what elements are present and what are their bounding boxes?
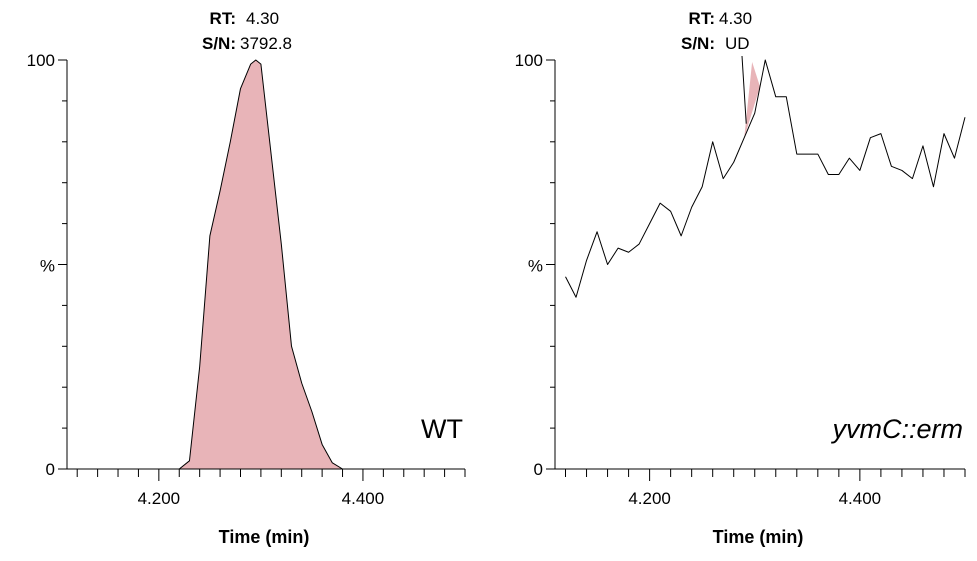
panel-label: yvmC::erm [831,414,964,444]
x-tick-label: 4.400 [839,489,882,508]
integrated-peak-area [744,62,760,138]
y-tick-label: 100 [27,51,55,70]
chart-panel-2: 100 0% 4.200 4.400 Time (min) RT: 4.30S/N: UD yv… [515,9,966,547]
annotation-leader [741,55,747,124]
sn-label: S/N: [202,34,236,53]
y-axis-label: % [40,257,55,276]
chromatogram-trace [178,59,343,470]
rt-label: RT: [689,9,715,28]
y-axis-label: % [528,257,543,276]
panel-label: WT [421,414,463,444]
x-axis-title: Time (min) [219,527,310,547]
sn-label: S/N: [681,34,715,53]
y-tick-label: 0 [46,460,55,479]
sn-value: UD [725,34,750,53]
y-tick-label: 100 [515,51,543,70]
chart-panel-1: 100 0% 4.200 4.400 Time (min) RT: 4.30 S/N: 3792… [27,9,466,547]
rt-value: 4.30 [719,9,752,28]
x-tick-label: 4.200 [628,489,671,508]
sn-value: 3792.8 [240,34,292,53]
x-tick-label: 4.200 [138,489,181,508]
rt-value: 4.30 [246,9,279,28]
x-axis-title: Time (min) [713,527,804,547]
chromatogram-trace [565,59,966,298]
integrated-peak-area [169,60,343,469]
y-tick-label: 0 [534,460,543,479]
x-tick-label: 4.400 [342,489,385,508]
rt-label: RT: [210,9,236,28]
